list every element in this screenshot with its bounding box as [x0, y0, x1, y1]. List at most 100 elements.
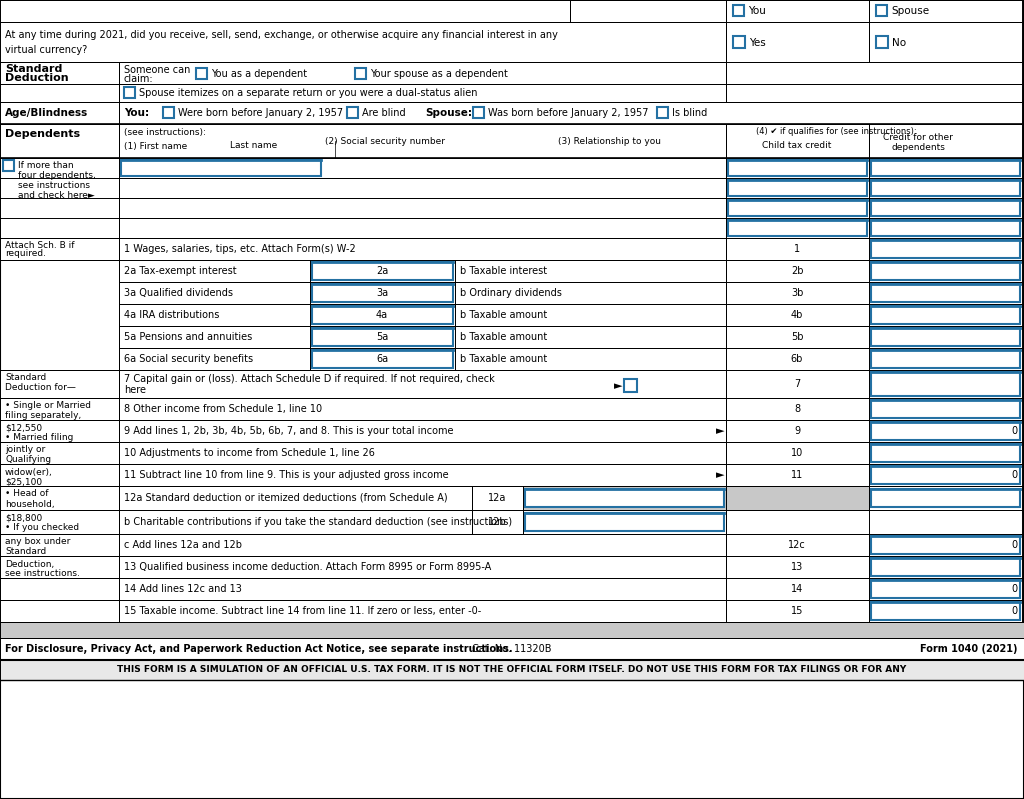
Bar	[871, 160, 1020, 176]
Text: household,: household,	[5, 499, 54, 508]
Bar	[733, 36, 745, 48]
Bar	[726, 282, 869, 304]
Text: required.: required.	[5, 249, 46, 259]
Text: 12a Standard deduction or itemized deductions (from Schedule A): 12a Standard deduction or itemized deduc…	[124, 493, 447, 503]
Text: here: here	[124, 385, 146, 395]
Bar	[726, 442, 869, 464]
Bar	[876, 5, 887, 16]
Text: Attach Sch. B if: Attach Sch. B if	[5, 240, 75, 249]
Bar	[119, 124, 726, 158]
Bar	[726, 578, 869, 600]
Text: 15: 15	[791, 606, 803, 616]
Text: $18,800: $18,800	[5, 514, 42, 523]
Text: 10: 10	[791, 448, 803, 458]
Bar	[0, 62, 119, 84]
Text: • Head of: • Head of	[5, 490, 48, 499]
Bar	[455, 304, 726, 326]
Bar	[726, 370, 869, 398]
Bar	[726, 22, 869, 62]
Bar	[869, 556, 1022, 578]
Bar	[726, 124, 869, 158]
Text: any box under: any box under	[5, 538, 71, 547]
Bar	[871, 536, 1020, 554]
Bar	[869, 348, 1022, 370]
Bar	[726, 260, 869, 282]
Bar	[312, 306, 453, 324]
Text: 11 Subtract line 10 from line 9. This is your adjusted gross income: 11 Subtract line 10 from line 9. This is…	[124, 470, 449, 480]
Bar	[726, 348, 869, 370]
Text: 3b: 3b	[791, 288, 803, 298]
Bar	[119, 464, 726, 486]
Text: 12a: 12a	[487, 493, 506, 503]
Bar	[869, 124, 1022, 158]
Bar	[869, 198, 1022, 218]
Text: jointly or: jointly or	[5, 446, 45, 455]
Bar	[119, 304, 310, 326]
Text: widow(er),: widow(er),	[5, 467, 53, 476]
Bar	[624, 379, 637, 392]
Text: 1 Wages, salaries, tips, etc. Attach Form(s) W-2: 1 Wages, salaries, tips, etc. Attach For…	[124, 244, 355, 254]
Bar	[869, 442, 1022, 464]
Text: 0: 0	[1011, 606, 1017, 616]
Text: 14 Add lines 12c and 13: 14 Add lines 12c and 13	[124, 584, 242, 594]
Bar	[871, 580, 1020, 598]
Bar	[726, 464, 869, 486]
Text: (see instructions):: (see instructions):	[124, 128, 206, 137]
Bar	[726, 198, 869, 218]
Text: Yes: Yes	[749, 38, 766, 48]
Text: If more than: If more than	[18, 161, 74, 169]
Bar	[728, 180, 867, 196]
Bar	[455, 326, 726, 348]
Bar	[726, 510, 1022, 534]
Text: (3) Relationship to you: (3) Relationship to you	[558, 137, 662, 145]
Text: Someone can: Someone can	[124, 65, 190, 75]
Bar	[525, 489, 724, 507]
Bar	[869, 0, 1022, 22]
Bar	[726, 218, 869, 238]
Text: Deduction,: Deduction,	[5, 559, 54, 569]
Text: 12c: 12c	[788, 540, 806, 550]
Bar	[726, 178, 869, 198]
Text: Standard: Standard	[5, 373, 46, 383]
Text: No: No	[892, 38, 906, 48]
Text: Deduction for—: Deduction for—	[5, 384, 76, 392]
Bar	[473, 107, 484, 118]
Bar	[869, 600, 1022, 622]
Text: ►: ►	[614, 381, 623, 391]
Bar	[310, 282, 455, 304]
Text: claim:: claim:	[124, 74, 154, 84]
Bar	[869, 398, 1022, 420]
Bar	[455, 260, 726, 282]
Bar	[119, 534, 726, 556]
Bar	[871, 558, 1020, 576]
Text: dependents: dependents	[891, 144, 945, 153]
Text: Spouse itemizes on a separate return or you were a dual-status alien: Spouse itemizes on a separate return or …	[139, 88, 477, 98]
Text: THIS FORM IS A SIMULATION OF AN OFFICIAL U.S. TAX FORM. IT IS NOT THE OFFICIAL F: THIS FORM IS A SIMULATION OF AN OFFICIAL…	[118, 666, 906, 674]
Text: Your spouse as a dependent: Your spouse as a dependent	[370, 69, 508, 79]
Text: 10 Adjustments to income from Schedule 1, line 26: 10 Adjustments to income from Schedule 1…	[124, 448, 375, 458]
Text: 7: 7	[794, 379, 800, 389]
Text: For Disclosure, Privacy Act, and Paperwork Reduction Act Notice, see separate in: For Disclosure, Privacy Act, and Paperwo…	[5, 644, 513, 654]
Text: Cat. No. 11320B: Cat. No. 11320B	[472, 644, 552, 654]
Bar	[119, 442, 726, 464]
Text: Deduction: Deduction	[5, 73, 69, 83]
Bar	[726, 398, 869, 420]
Bar	[121, 160, 321, 176]
Text: Spouse: Spouse	[891, 6, 929, 16]
Bar	[871, 262, 1020, 280]
Bar	[726, 534, 869, 556]
Text: and check here►: and check here►	[18, 190, 95, 200]
Bar	[525, 513, 724, 531]
Text: 6a Social security benefits: 6a Social security benefits	[124, 354, 253, 364]
Bar	[119, 326, 310, 348]
Bar	[163, 107, 174, 118]
Bar	[0, 556, 119, 578]
Bar	[119, 218, 726, 238]
Text: 8: 8	[794, 404, 800, 414]
Bar	[871, 422, 1020, 440]
Bar	[869, 158, 1022, 178]
Text: ►: ►	[716, 426, 725, 436]
Bar	[728, 160, 867, 176]
Bar	[0, 442, 119, 464]
Bar	[119, 158, 726, 178]
